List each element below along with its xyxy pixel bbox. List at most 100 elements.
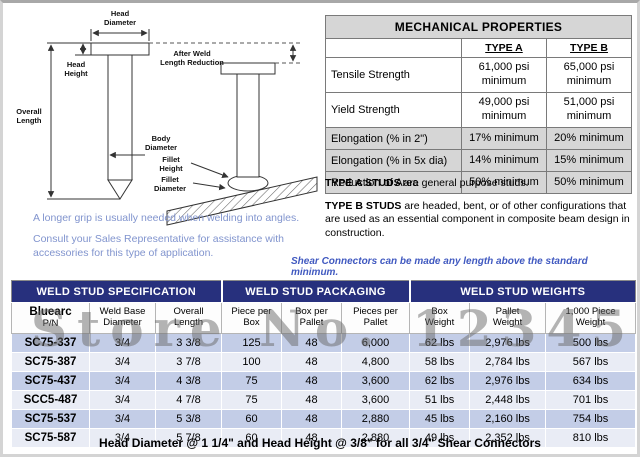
mech-value-type-a: 49,000 psi minimum bbox=[461, 92, 547, 128]
table-cell: 2,784 lbs bbox=[469, 352, 547, 372]
mech-row-label: Yield Strength bbox=[325, 92, 462, 128]
mech-row-label: Elongation (% in 5x dia) bbox=[325, 149, 462, 172]
table-cell: 634 lbs bbox=[545, 371, 637, 391]
table-cell: 6,000 bbox=[340, 333, 411, 353]
table-cell: 3/4 bbox=[89, 428, 156, 448]
stud-diagram: Head Diameter Head Height Overall Length… bbox=[9, 7, 327, 255]
column-header-line1: Pallet bbox=[495, 306, 520, 318]
section-header-weights: WELD STUD WEIGHTS bbox=[409, 280, 636, 303]
stud-after-weld bbox=[220, 62, 276, 192]
column-header-line2: Weight bbox=[575, 317, 606, 328]
mech-row: Tensile Strength 61,000 psi minimum 65,0… bbox=[325, 57, 632, 93]
table-cell: 3,600 bbox=[340, 371, 411, 391]
overall-length-dimension bbox=[47, 42, 120, 200]
table-cell: 3/4 bbox=[89, 352, 156, 372]
type-b-note-bold: TYPE B STUDS bbox=[325, 199, 402, 212]
table-cell: 100 bbox=[221, 352, 282, 372]
column-header-line1: Box per bbox=[295, 306, 328, 318]
mechanical-properties-table: MECHANICAL PROPERTIES TYPE A TYPE B Tens… bbox=[325, 15, 632, 194]
mech-row-label: Elongation (% in 2") bbox=[325, 127, 462, 150]
table-cell: SC75-387 bbox=[11, 352, 90, 372]
table-cell: 3/4 bbox=[89, 409, 156, 429]
column-header-line1: 1,000 Piece bbox=[565, 306, 616, 318]
head-height-dimension bbox=[75, 42, 91, 56]
mech-value-type-b: 20% minimum bbox=[546, 127, 632, 150]
table-cell: 58 lbs bbox=[409, 352, 471, 372]
fillet-height-label: Fillet Height bbox=[159, 155, 183, 173]
table-cell: 2,448 lbs bbox=[469, 390, 547, 410]
table-cell: 4,800 bbox=[340, 352, 411, 372]
column-header-pallet-weight: Pallet Weight bbox=[469, 302, 547, 334]
type-a-note: TYPE A STUDS are general purpose studs. bbox=[325, 177, 635, 191]
table-cell: 75 bbox=[221, 371, 282, 391]
weld-stud-table: WELD STUD SPECIFICATION WELD STUD PACKAG… bbox=[11, 280, 637, 448]
table-cell: 51 lbs bbox=[409, 390, 471, 410]
table-cell: SC75-587 bbox=[11, 428, 90, 448]
type-b-note-text: are headed, bent, or of other configurat… bbox=[325, 199, 630, 239]
mech-value-type-b: 51,000 psi minimum bbox=[546, 92, 632, 128]
mech-value-type-b: 65,000 psi minimum bbox=[546, 57, 632, 93]
table-cell: 754 lbs bbox=[545, 409, 637, 429]
footer-note: Head Diameter @ 1 1/4" and Head Height @… bbox=[99, 436, 541, 450]
table-row: SC75-587 3/4 5 7/8 60 48 2,880 49 lbs 2,… bbox=[11, 428, 637, 448]
column-header-line2: Weight bbox=[424, 317, 455, 328]
column-header-line1: Bluearc bbox=[29, 305, 72, 318]
mech-value-type-a: 50% minimum bbox=[461, 171, 547, 194]
table-cell: 2,880 bbox=[340, 428, 411, 448]
column-header-line2: Pallet bbox=[299, 317, 324, 328]
table-cell: 48 bbox=[281, 333, 342, 353]
mech-row: Elongation (% in 5x dia) 14% minimum 15%… bbox=[325, 149, 632, 172]
column-header-line1: Box bbox=[431, 306, 448, 318]
column-header-1000-piece-weight: 1,000 Piece Weight bbox=[545, 302, 637, 334]
table-cell: SCC5-487 bbox=[11, 390, 90, 410]
table-cell: 2,160 lbs bbox=[469, 409, 547, 429]
stud-type-notes: TYPE A STUDS are general purpose studs. … bbox=[325, 177, 635, 250]
mech-empty-header bbox=[325, 38, 462, 58]
table-cell: 2,352 lbs bbox=[469, 428, 547, 448]
table-cell: 60 bbox=[221, 428, 282, 448]
table-cell: 75 bbox=[221, 390, 282, 410]
column-header-line2: Length bbox=[173, 317, 204, 328]
table-cell: 5 3/8 bbox=[155, 409, 222, 429]
mech-value-type-b: 15% minimum bbox=[546, 149, 632, 172]
column-header-overall-length: Overall Length bbox=[155, 302, 222, 334]
table-cell: 3/4 bbox=[89, 371, 156, 391]
fillet-diameter-arrow bbox=[192, 182, 226, 191]
table-cell: 48 bbox=[281, 352, 342, 372]
column-header-pieces-per-pallet: Pieces per Pallet bbox=[340, 302, 411, 334]
mech-properties-title: MECHANICAL PROPERTIES bbox=[325, 15, 632, 39]
table-cell: 48 bbox=[281, 371, 342, 391]
column-header-line1: Pieces per bbox=[353, 306, 398, 318]
mech-row-label: Reduction of Area bbox=[325, 171, 462, 194]
table-cell: 500 lbs bbox=[545, 333, 637, 353]
column-header-box-weight: Box Weight bbox=[409, 302, 471, 334]
table-cell: 48 bbox=[281, 390, 342, 410]
table-cell: SC75-537 bbox=[11, 409, 90, 429]
body-diameter-label: Body Diameter bbox=[144, 134, 178, 152]
overall-length-label: Overall Length bbox=[16, 107, 42, 125]
head-diameter-label: Head Diameter bbox=[103, 9, 137, 27]
after-weld-dimension bbox=[149, 42, 301, 64]
stud-diagram-svg bbox=[47, 29, 318, 226]
table-section-header-row: WELD STUD SPECIFICATION WELD STUD PACKAG… bbox=[11, 280, 636, 303]
table-cell: 48 bbox=[281, 409, 342, 429]
type-a-note-bold: TYPE A STUDS bbox=[325, 177, 401, 189]
type-a-note-text: are general purpose studs. bbox=[400, 177, 529, 189]
mech-row: Reduction of Area 50% minimum 50% minimu… bbox=[325, 171, 632, 194]
table-row: SC75-337 3/4 3 3/8 125 48 6,000 62 lbs 2… bbox=[11, 333, 637, 353]
table-row: SC75-537 3/4 5 3/8 60 48 2,880 45 lbs 2,… bbox=[11, 409, 637, 429]
head-height-label: Head Height bbox=[64, 60, 88, 78]
column-header-line2: Weight bbox=[492, 317, 523, 328]
table-cell: 4 7/8 bbox=[155, 390, 222, 410]
type-b-note: TYPE B STUDS are headed, bent, or of oth… bbox=[325, 200, 635, 241]
table-cell: SC75-337 bbox=[11, 333, 90, 353]
table-cell: 62 lbs bbox=[409, 333, 471, 353]
consult-note: Consult your Sales Representative for as… bbox=[33, 233, 284, 260]
grip-note: A longer grip is usually needed when wel… bbox=[33, 212, 300, 224]
table-cell: 60 bbox=[221, 409, 282, 429]
mech-row: Yield Strength 49,000 psi minimum 51,000… bbox=[325, 92, 632, 128]
table-cell: 62 lbs bbox=[409, 371, 471, 391]
table-cell: 2,976 lbs bbox=[469, 371, 547, 391]
table-cell: 48 bbox=[281, 428, 342, 448]
